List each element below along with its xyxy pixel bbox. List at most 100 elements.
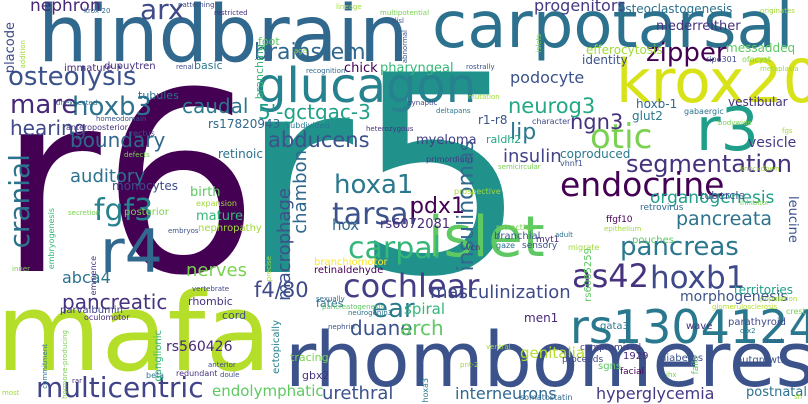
word-multicentric: multicentric [36, 371, 204, 404]
word-secretion: secretion [68, 209, 101, 217]
word-abnormal: abnormal [401, 30, 409, 64]
word-brainstem: brainstem [254, 40, 366, 65]
word-niederreither: niederreither [656, 19, 741, 34]
word-expansion: expansion [196, 199, 237, 208]
word-boundary: boundary [70, 128, 166, 152]
word-hox: hox [332, 216, 360, 234]
word-anterior: anterior [208, 361, 236, 369]
word-hindbrain: hindbrain [38, 0, 409, 80]
word-nephron: nephron [30, 0, 101, 16]
word-mare: mare [10, 90, 78, 120]
word-hoxa3: hoxa3 [421, 378, 430, 403]
word-rs17820943: rs17820943 [208, 117, 281, 131]
word-eminence: eminence [89, 256, 98, 296]
word-most: most [2, 389, 20, 397]
word-pdx1: pdx1 [410, 194, 465, 219]
word-basic: basic [194, 59, 223, 72]
word-epithelium: epithelium [604, 225, 642, 233]
word-mafa: mafa [0, 271, 272, 396]
word-glut2: glut2 [632, 109, 663, 123]
word-prospective: prospective [454, 187, 501, 196]
word-tubules: tubules [138, 89, 179, 102]
word-vesicle: vesicle [748, 135, 797, 151]
word-lineage: lineage [336, 3, 362, 11]
word-lip: lip [510, 120, 537, 145]
word-abducens: abducens [268, 128, 370, 152]
word-disl: disl [392, 17, 404, 25]
word-beta: beta [146, 371, 165, 380]
word-osteolysis: osteolysis [8, 62, 137, 92]
word-coproduced: coproduced [560, 147, 631, 161]
word-wave: wave [686, 321, 713, 332]
word-mature: mature [196, 209, 244, 224]
word-hoxa1: hoxa1 [334, 170, 414, 200]
word-arx: arx [140, 0, 185, 26]
word-somatostatin: somatostatin [520, 393, 573, 402]
word-chick: chick [344, 61, 378, 76]
word-spiral: spiral [404, 300, 446, 318]
word-interneurons: interneurons [455, 384, 557, 403]
word-diabetes: diabetes [660, 353, 704, 364]
word-territories: territories [734, 283, 794, 297]
word-homeodomain: homeodomain [96, 115, 147, 123]
word-endolymphatic: endolymphatic [212, 382, 324, 400]
word-metaplasia: metaplasia [760, 65, 799, 73]
word-genitalia: genitalia [520, 344, 586, 362]
word-rs560426: rs560426 [166, 339, 233, 355]
word-gbx2: gbx2 [302, 369, 330, 382]
word-inhibitor: inhibitor [740, 199, 770, 207]
word-leucine: leucine [785, 196, 800, 243]
word-originates: originates [760, 7, 795, 15]
word-retraction: retraction [496, 223, 536, 232]
word-pharyngeal: pharyngeal [380, 61, 454, 76]
word-rar: rar [72, 377, 83, 385]
word-organogenesis: organogenesis [650, 188, 775, 208]
word-deltapans: deltapans [436, 107, 471, 115]
word-cochlear: cochlear [343, 267, 480, 305]
word-rectus: rectus [130, 129, 155, 138]
word-auditory: auditory [70, 166, 145, 187]
word-pouches: pouches [632, 235, 675, 246]
word-efferocytosis: efferocytosis [586, 43, 663, 57]
word-ngn3: ngn3 [570, 110, 624, 134]
word-placode: placode [3, 22, 18, 74]
word-endocrine: endocrine [560, 165, 725, 204]
word-neurog3: neurog3 [508, 94, 596, 118]
word-doule: doule [220, 371, 240, 379]
word-f4-80: f4/80 [254, 278, 309, 302]
word-semicircular: semicircular [498, 163, 541, 171]
word-hoxb3: hoxb3 [72, 92, 153, 122]
word-r4: r4 [100, 217, 163, 287]
word-facial: facial [620, 367, 645, 377]
word-r3: r3 [696, 95, 759, 165]
word-embryogenesis: embryogenesis [47, 208, 56, 270]
word-masculinization: masculinization [430, 282, 571, 303]
word-proceeds: proceeds [562, 355, 604, 365]
word-pancreata: pancreata [676, 208, 773, 230]
word-character: character [532, 117, 571, 126]
word-vhnf1: vhnf1 [560, 159, 583, 168]
word-rhombic: rhombic [188, 295, 233, 308]
word-ripe301: ripe301 [706, 55, 737, 64]
word-adult: adult [555, 231, 573, 239]
word-5-gctgac-3: 5'-gctgac-3 [258, 100, 371, 124]
word-pancreatogenesis: pancreatogenesis [322, 303, 385, 311]
word-hormone-producing: hormone-producing [61, 330, 69, 399]
word-fails: fails [691, 356, 701, 375]
word-ectopically: ectopically [271, 320, 282, 374]
word-parathyroid: parathyroid [728, 317, 787, 328]
word-embryos: embryos [168, 227, 199, 235]
word-hearing: hearing [10, 116, 87, 140]
word-insulin: insulin [503, 146, 562, 167]
word-carpotarsal: carpotarsal [432, 0, 794, 63]
word-identity: identity [582, 53, 628, 67]
word-fates: fates [316, 297, 344, 310]
word-tracing: tracing [290, 351, 329, 364]
word-monocytes: monocytes [112, 179, 179, 193]
word-progenitors: progenitors [534, 0, 626, 15]
word-migrate: migrate [568, 243, 600, 252]
word-retinoic: retinoic [218, 147, 263, 161]
word-pancreas: pancreas [620, 232, 739, 262]
word-unexpected: unexpected [56, 99, 98, 107]
word-posterior: posterior [124, 207, 169, 218]
